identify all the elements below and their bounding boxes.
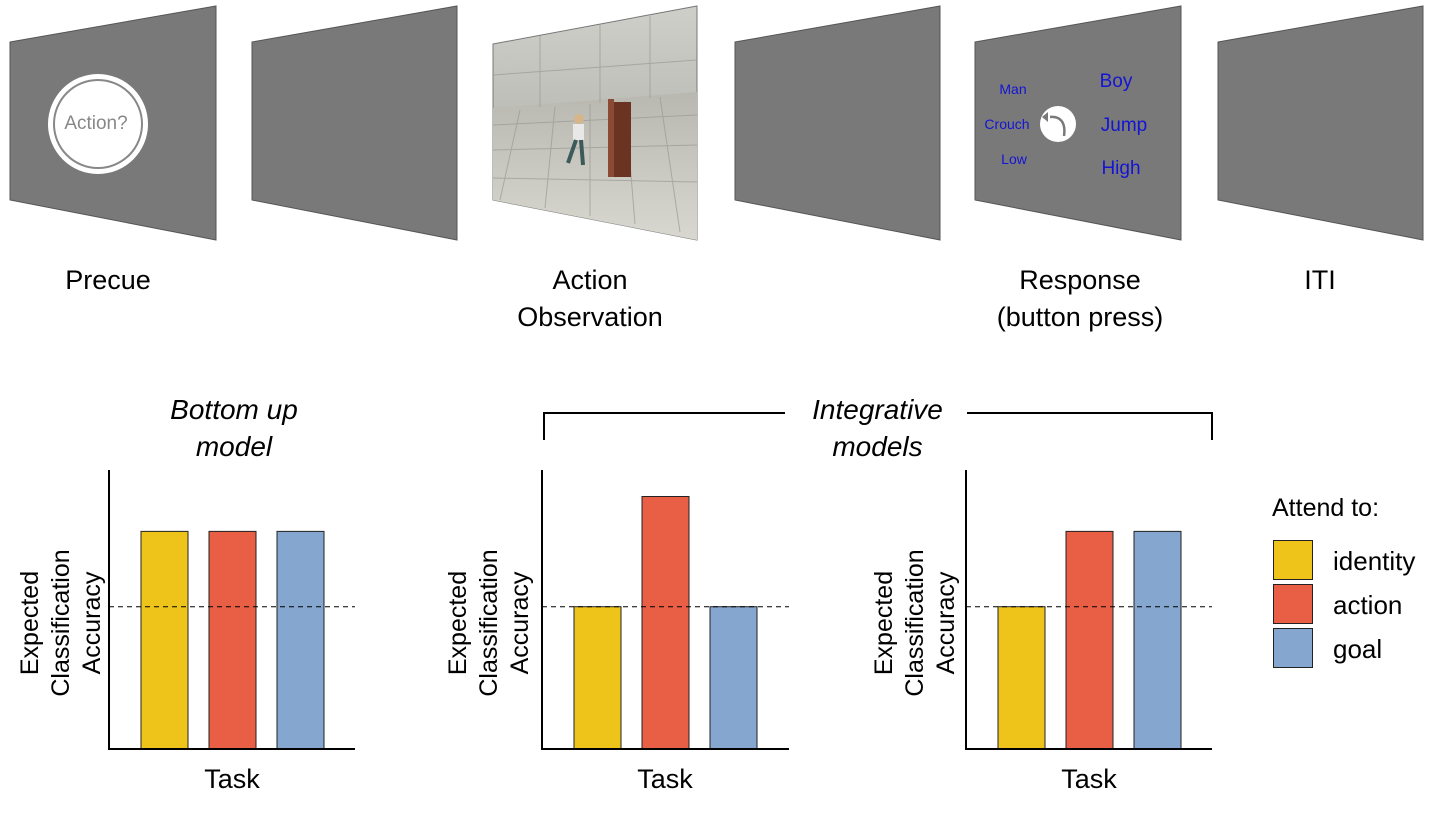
bar-goal: [709, 606, 758, 750]
bar-goal: [1133, 530, 1182, 750]
response-option-high: High: [1101, 158, 1140, 179]
chart-axes: [108, 470, 355, 750]
chart-1-xlabel: Task: [204, 764, 260, 794]
bar-chart-3: [965, 470, 1212, 750]
legend-label-identity: identity: [1333, 546, 1416, 576]
precue-text: Action?: [64, 113, 127, 134]
blank-screen-1: [251, 5, 458, 241]
chart-axes: [965, 470, 1212, 750]
avatar-figure: [566, 114, 585, 166]
bar-chart-1: [108, 470, 355, 750]
chart-3-ylabel: Expected Classification Accuracy: [870, 549, 960, 697]
legend-label-goal: goal: [1333, 634, 1383, 664]
action-observation-screen: [492, 5, 698, 241]
response-option-jump: Jump: [1101, 115, 1147, 136]
precue-screen: Action?: [9, 5, 217, 241]
bar-identity: [573, 606, 622, 750]
bar-identity: [140, 530, 189, 750]
bar-action: [208, 530, 257, 750]
response-option-man: Man: [999, 81, 1026, 97]
chart-2-xlabel: Task: [637, 764, 693, 794]
integrative-models-title: Integrative models: [812, 394, 943, 462]
stage-label-iti: ITI: [1304, 265, 1336, 295]
legend-label-action: action: [1333, 590, 1403, 620]
legend-swatch-identity: [1273, 540, 1313, 580]
chart-2-ylabel: Expected Classification Accuracy: [444, 549, 534, 697]
legend-swatch-goal: [1273, 628, 1313, 668]
legend-swatch-action: [1273, 584, 1313, 624]
stage-label-action-observation: Action Observation: [517, 265, 663, 332]
trial-timeline: Action?: [9, 5, 1424, 241]
bar-identity: [997, 606, 1046, 750]
response-option-boy: Boy: [1100, 71, 1133, 92]
chart-1-ylabel: Expected Classification Accuracy: [16, 549, 106, 697]
wall-obstacle: [611, 102, 631, 177]
blank-screen-2: [734, 5, 941, 241]
bar-goal: [276, 530, 325, 750]
bar-action: [1065, 530, 1114, 750]
bar-action: [641, 496, 690, 750]
chart-axes: [541, 470, 789, 750]
legend-title: Attend to:: [1272, 494, 1380, 522]
stage-label-response: Response (button press): [996, 265, 1164, 332]
chart-3-xlabel: Task: [1061, 764, 1117, 794]
bottom-up-model-title: Bottom up model: [170, 394, 298, 462]
stage-label-precue: Precue: [65, 265, 151, 295]
undo-arrow-icon: [1040, 106, 1076, 142]
response-screen: Man Crouch Low Boy Jump High: [974, 5, 1182, 241]
response-option-crouch: Crouch: [984, 116, 1029, 132]
bar-chart-2: [541, 470, 789, 750]
iti-screen: [1217, 5, 1424, 241]
response-option-low: Low: [1001, 151, 1028, 167]
